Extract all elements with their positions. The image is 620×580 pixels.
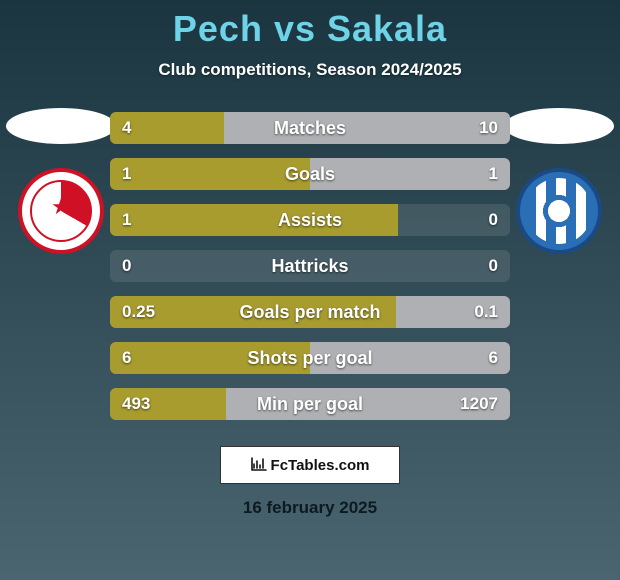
stat-row: 0.250.1Goals per match	[110, 296, 510, 328]
stat-label: Matches	[110, 112, 510, 144]
spotlight-right	[504, 108, 614, 144]
branding-box: FcTables.com	[220, 446, 400, 484]
slavia-crest-icon	[18, 168, 104, 254]
date-text: 16 february 2025	[0, 498, 620, 518]
page-title: Pech vs Sakala	[0, 0, 620, 50]
page-subtitle: Club competitions, Season 2024/2025	[0, 60, 620, 80]
stat-row: 11Goals	[110, 158, 510, 190]
stat-row: 10Assists	[110, 204, 510, 236]
club-badge-right	[516, 168, 602, 254]
stat-label: Assists	[110, 204, 510, 236]
stat-row: 410Matches	[110, 112, 510, 144]
stat-label: Shots per goal	[110, 342, 510, 374]
stat-label: Min per goal	[110, 388, 510, 420]
stat-label: Hattricks	[110, 250, 510, 282]
stat-label: Goals per match	[110, 296, 510, 328]
stat-bars: 410Matches 11Goals 10Assists 00Hattricks 0.2…	[110, 108, 510, 420]
chart-icon	[251, 457, 267, 474]
spotlight-left	[6, 108, 116, 144]
stat-label: Goals	[110, 158, 510, 190]
stat-row: 00Hattricks	[110, 250, 510, 282]
stat-row: 4931207Min per goal	[110, 388, 510, 420]
stat-row: 66Shots per goal	[110, 342, 510, 374]
club-badge-left	[18, 168, 104, 254]
boleslav-crest-icon	[516, 168, 602, 254]
branding-text: FcTables.com	[271, 457, 370, 474]
comparison-stage: 410Matches 11Goals 10Assists 00Hattricks 0.2…	[0, 108, 620, 420]
